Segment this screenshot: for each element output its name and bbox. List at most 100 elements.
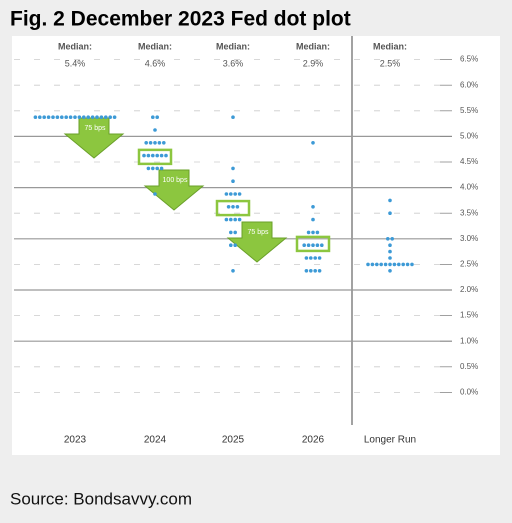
y-tick-label: 1.0% xyxy=(460,336,478,345)
median-label: 4.6% xyxy=(145,58,166,68)
dot xyxy=(229,230,233,235)
y-tick-label: 1.5% xyxy=(460,311,478,320)
dot xyxy=(224,192,229,196)
dot xyxy=(151,153,155,158)
dot xyxy=(313,269,318,273)
dot xyxy=(233,243,237,247)
x-tick-label: 2026 xyxy=(302,435,325,446)
dot xyxy=(315,243,320,247)
median-box xyxy=(295,235,331,253)
dot xyxy=(157,141,162,145)
dot xyxy=(388,243,392,247)
dot xyxy=(231,269,235,273)
median-box xyxy=(215,199,251,217)
dot xyxy=(86,115,90,119)
dot xyxy=(388,249,392,254)
median-box xyxy=(137,148,173,166)
median-title: Median: xyxy=(138,41,172,51)
y-tick-label: 2.5% xyxy=(460,260,478,269)
dot xyxy=(77,115,82,119)
dot xyxy=(153,128,157,132)
dot xyxy=(231,179,235,183)
dot xyxy=(112,115,117,119)
dot xyxy=(68,115,73,119)
dot xyxy=(386,237,390,241)
median-label: 2.9% xyxy=(303,58,324,68)
dot xyxy=(142,153,146,158)
dot xyxy=(231,166,235,171)
median-title: Median: xyxy=(216,41,250,51)
dot xyxy=(33,115,38,119)
y-tick-label: 6.5% xyxy=(460,55,478,64)
dot xyxy=(304,269,309,273)
y-tick-label: 3.5% xyxy=(460,208,478,217)
dot xyxy=(306,230,311,235)
dot xyxy=(224,217,229,222)
dot xyxy=(148,141,153,145)
dot xyxy=(231,115,235,119)
dot xyxy=(144,141,148,145)
dot xyxy=(233,192,237,196)
dot xyxy=(405,262,410,267)
dot xyxy=(392,262,397,267)
dot xyxy=(95,115,99,119)
dot xyxy=(311,217,315,222)
dot xyxy=(237,217,242,222)
dot xyxy=(229,243,233,247)
dot xyxy=(231,205,235,209)
dot xyxy=(162,141,166,145)
dot xyxy=(370,262,375,267)
y-tick-label: 3.0% xyxy=(460,234,478,243)
dot xyxy=(311,205,315,209)
y-tick-label: 0.0% xyxy=(460,388,478,397)
dot xyxy=(388,256,392,260)
dot xyxy=(306,243,311,247)
chart-title: Fig. 2 December 2023 Fed dot plot xyxy=(10,8,351,31)
dot xyxy=(38,115,42,119)
dot xyxy=(146,153,151,158)
y-tick-label: 5.5% xyxy=(460,106,478,115)
dot xyxy=(235,205,240,209)
dot xyxy=(397,262,401,267)
x-tick-label: 2025 xyxy=(222,435,245,446)
y-tick-label: 4.5% xyxy=(460,157,478,166)
dot xyxy=(410,262,414,267)
dot xyxy=(159,153,164,158)
dot xyxy=(51,115,55,119)
dot xyxy=(388,211,392,215)
dot xyxy=(401,262,406,267)
dot xyxy=(104,115,108,119)
dot xyxy=(46,115,51,119)
dot xyxy=(229,192,233,196)
median-title: Median: xyxy=(296,41,330,51)
dot xyxy=(151,115,155,119)
arrow xyxy=(226,221,288,263)
dot xyxy=(366,262,370,267)
dot xyxy=(317,269,322,273)
dot xyxy=(229,217,233,222)
dot xyxy=(302,243,307,247)
dot xyxy=(311,230,315,235)
dot xyxy=(153,192,157,196)
dot xyxy=(108,115,112,119)
median-title: Median: xyxy=(373,41,407,51)
dot xyxy=(64,115,68,119)
dot xyxy=(155,115,159,119)
y-tick-label: 2.0% xyxy=(460,285,478,294)
dot xyxy=(159,166,164,171)
y-tick-label: 4.0% xyxy=(460,183,478,192)
dot xyxy=(388,198,392,203)
dot xyxy=(73,115,77,119)
x-tick-label: 2023 xyxy=(64,435,87,446)
dot xyxy=(99,115,104,119)
dot xyxy=(388,269,392,273)
median-label: 3.6% xyxy=(223,58,244,68)
dot xyxy=(309,256,313,260)
dot xyxy=(311,243,315,247)
dot xyxy=(375,262,379,267)
x-tick-label: 2024 xyxy=(144,435,167,446)
median-label: 2.5% xyxy=(380,58,401,68)
dot xyxy=(233,230,237,235)
y-tick-label: 0.5% xyxy=(460,362,478,371)
